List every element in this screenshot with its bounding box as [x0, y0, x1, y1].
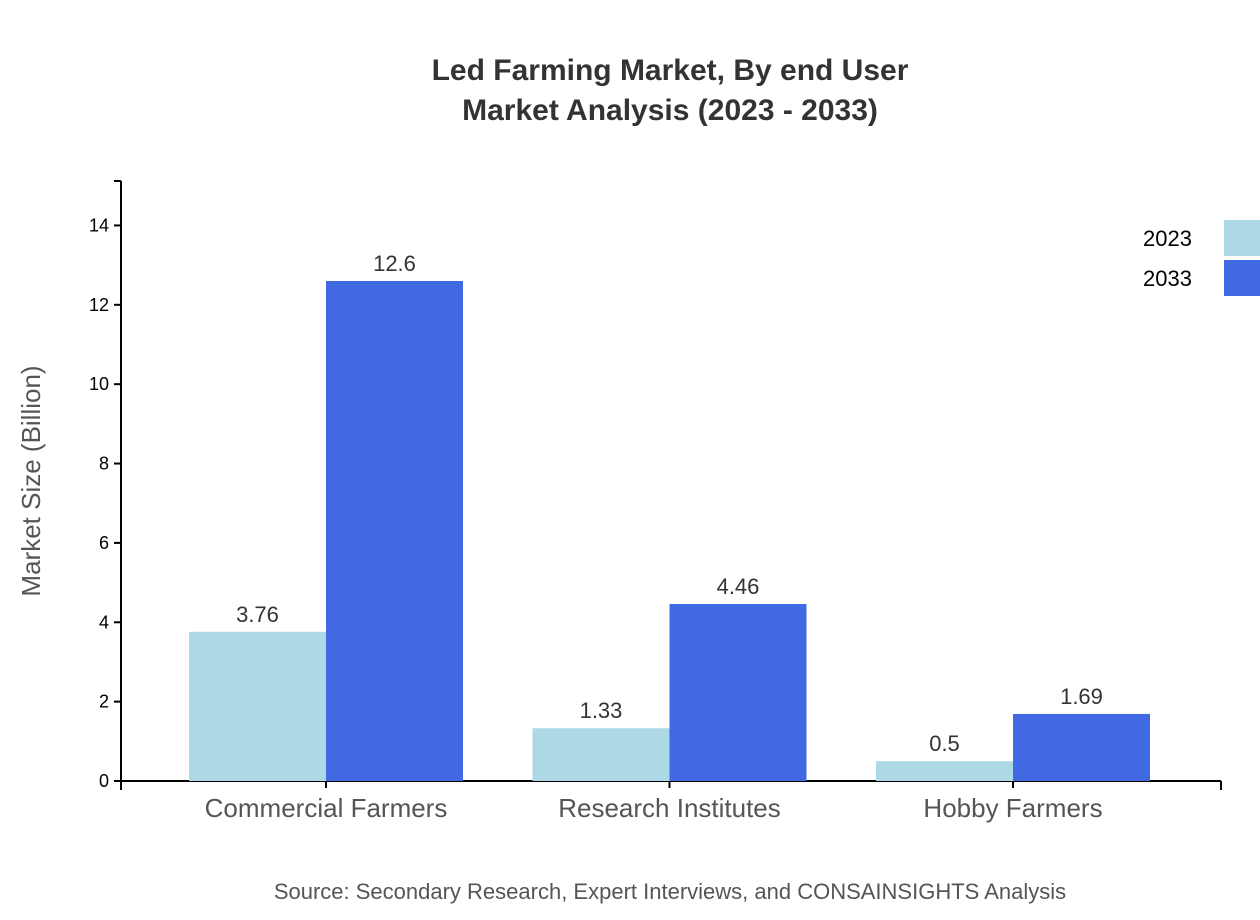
y-tick-label: 2 — [99, 692, 109, 712]
data-label: 4.46 — [717, 574, 760, 599]
data-label: 0.5 — [929, 731, 960, 756]
x-tick-label: Research Institutes — [558, 793, 781, 823]
legend: 2023 2033 — [1143, 220, 1260, 296]
bar-2033-1 — [669, 604, 807, 781]
y-tick-label: 10 — [89, 374, 109, 394]
data-label: 1.69 — [1060, 684, 1103, 709]
data-label: 1.33 — [580, 698, 623, 723]
bar-2023-0 — [189, 631, 326, 781]
x-tick-label: Hobby Farmers — [923, 793, 1102, 823]
data-label: 3.76 — [236, 602, 279, 627]
y-axis-label: Market Size (Billion) — [16, 365, 46, 596]
y-tick-label: 14 — [89, 215, 109, 235]
y-tick-label: 6 — [99, 533, 109, 553]
bar-2023-1 — [532, 728, 670, 781]
y-tick-label: 0 — [99, 771, 109, 791]
bar-2033-0 — [326, 281, 463, 781]
y-tick-label: 12 — [89, 295, 109, 315]
chart-title: Led Farming Market, By end User — [432, 54, 909, 87]
source-note: Source: Secondary Research, Expert Inter… — [274, 879, 1066, 904]
legend-swatch-2023 — [1224, 220, 1260, 256]
y-tick-label: 4 — [99, 612, 109, 632]
bar-2033-2 — [1013, 713, 1150, 781]
legend-label: 2023 — [1143, 226, 1192, 251]
legend-label: 2033 — [1143, 266, 1192, 291]
bars: 3.76 12.6 1.33 4.46 0.5 1.69 — [189, 251, 1150, 781]
x-tick-label: Commercial Farmers — [205, 793, 448, 823]
bar-2023-2 — [876, 761, 1013, 781]
y-axis: 0 2 4 6 8 10 12 14 — [89, 180, 122, 791]
y-tick-label: 8 — [99, 454, 109, 474]
data-label: 12.6 — [373, 251, 416, 276]
x-axis: Commercial Farmers Research Institutes Hob… — [120, 780, 1222, 823]
chart-subtitle: Market Analysis (2023 - 2033) — [462, 94, 878, 127]
legend-swatch-2033 — [1224, 260, 1260, 296]
